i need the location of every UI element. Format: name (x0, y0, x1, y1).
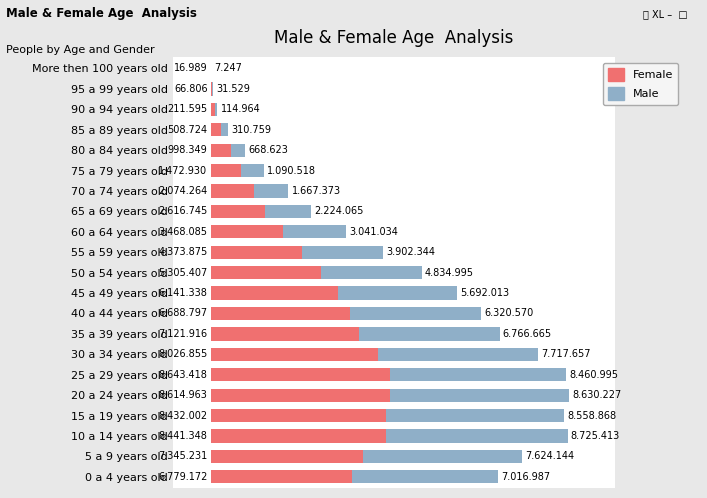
Text: 7.121.916: 7.121.916 (158, 329, 208, 339)
Text: ⎙ XL –  □: ⎙ XL – □ (643, 8, 688, 19)
Text: 7.247: 7.247 (214, 64, 243, 74)
Text: 8.026.855: 8.026.855 (158, 349, 208, 360)
Bar (386, 409, 564, 422)
Text: 31.529: 31.529 (216, 84, 250, 94)
Text: 1.667.373: 1.667.373 (291, 186, 341, 196)
Bar (211, 103, 215, 116)
Bar (211, 429, 386, 443)
Bar (211, 348, 378, 361)
Bar (283, 225, 346, 239)
Bar (351, 470, 498, 484)
Bar (339, 286, 457, 300)
Bar (211, 143, 231, 157)
Bar (211, 164, 241, 177)
Bar (390, 388, 569, 402)
Bar (390, 368, 566, 381)
Bar (358, 327, 500, 341)
Text: Male & Female Age  Analysis: Male & Female Age Analysis (6, 7, 197, 20)
Text: People by Age and Gender: People by Age and Gender (6, 45, 154, 55)
Text: 508.724: 508.724 (168, 124, 208, 135)
Bar (386, 429, 568, 443)
Text: 66.806: 66.806 (174, 84, 208, 94)
Legend: Female, Male: Female, Male (603, 63, 678, 105)
Bar (321, 266, 421, 279)
Text: 211.595: 211.595 (168, 104, 208, 115)
Bar (211, 184, 254, 198)
Text: 7.717.657: 7.717.657 (542, 349, 591, 360)
Text: 6.688.797: 6.688.797 (158, 308, 208, 319)
Text: 998.349: 998.349 (168, 145, 208, 155)
Text: 7.624.144: 7.624.144 (525, 451, 574, 461)
Bar (211, 286, 339, 300)
Bar (211, 205, 265, 218)
Text: 310.759: 310.759 (230, 124, 271, 135)
Text: 1.090.518: 1.090.518 (267, 165, 316, 176)
Text: 8.725.413: 8.725.413 (571, 431, 620, 441)
Text: 4.373.875: 4.373.875 (158, 247, 208, 257)
Bar (254, 184, 288, 198)
Text: 8.441.348: 8.441.348 (158, 431, 208, 441)
Bar (363, 450, 522, 463)
Text: 3.902.344: 3.902.344 (386, 247, 435, 257)
Bar (231, 143, 245, 157)
Text: 1.472.930: 1.472.930 (158, 165, 208, 176)
Bar (211, 450, 363, 463)
Text: 16.989: 16.989 (174, 64, 208, 74)
Bar (241, 164, 264, 177)
Text: 8.460.995: 8.460.995 (570, 370, 619, 380)
Bar (211, 470, 351, 484)
Text: 8.614.963: 8.614.963 (158, 390, 208, 400)
Bar (211, 327, 358, 341)
Text: 668.623: 668.623 (248, 145, 288, 155)
Text: 8.643.418: 8.643.418 (158, 370, 208, 380)
Bar (211, 409, 386, 422)
Text: 5.692.013: 5.692.013 (460, 288, 509, 298)
Text: 6.779.172: 6.779.172 (158, 472, 208, 482)
Text: 7.345.231: 7.345.231 (158, 451, 208, 461)
Bar (211, 368, 390, 381)
Text: 4.834.995: 4.834.995 (425, 267, 474, 278)
Text: 6.141.338: 6.141.338 (158, 288, 208, 298)
Bar (211, 246, 302, 259)
Bar (211, 266, 321, 279)
Text: 2.224.065: 2.224.065 (315, 206, 364, 217)
Bar (211, 82, 212, 96)
Title: Male & Female Age  Analysis: Male & Female Age Analysis (274, 29, 514, 47)
Bar (221, 123, 228, 136)
Text: 5.305.407: 5.305.407 (158, 267, 208, 278)
Text: 8.630.227: 8.630.227 (573, 390, 621, 400)
Text: 3.468.085: 3.468.085 (158, 227, 208, 237)
Bar (378, 348, 538, 361)
Text: 3.041.034: 3.041.034 (349, 227, 398, 237)
Text: 8.432.002: 8.432.002 (158, 410, 208, 421)
Bar (215, 103, 218, 116)
Text: 2.074.264: 2.074.264 (158, 186, 208, 196)
Bar (211, 225, 283, 239)
Bar (302, 246, 382, 259)
Text: 7.016.987: 7.016.987 (501, 472, 550, 482)
Text: 6.320.570: 6.320.570 (484, 308, 534, 319)
Text: 6.766.665: 6.766.665 (503, 329, 551, 339)
Bar (350, 307, 481, 320)
Text: 8.558.868: 8.558.868 (567, 410, 617, 421)
Text: 2.616.745: 2.616.745 (158, 206, 208, 217)
Bar (211, 388, 390, 402)
Bar (211, 307, 350, 320)
Bar (265, 205, 311, 218)
Bar (211, 123, 221, 136)
Text: 114.964: 114.964 (221, 104, 260, 115)
